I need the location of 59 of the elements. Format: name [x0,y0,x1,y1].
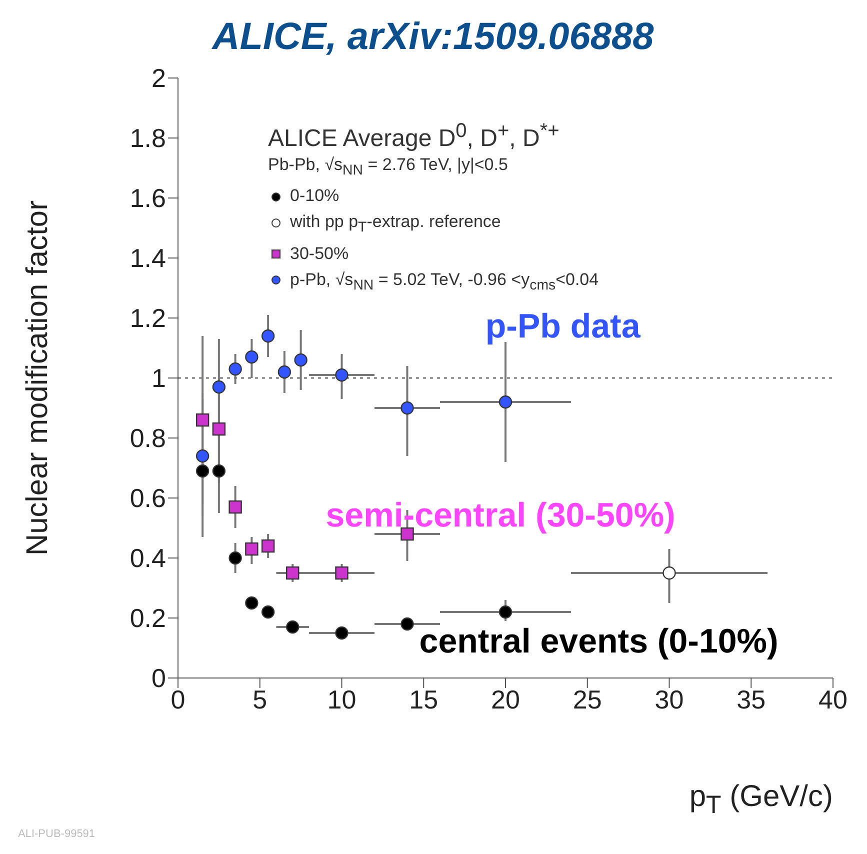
point [335,626,348,640]
point [261,539,275,553]
point [196,464,210,478]
x-tick-label: 20 [491,684,520,714]
y-tick-label: 0 [152,663,166,694]
legend-label: 30-50% [290,244,349,263]
y-tick-label: 0.2 [130,603,166,634]
point [196,413,210,427]
point [261,329,275,343]
point [286,620,300,634]
y-tick-label: 0.4 [130,543,166,574]
y-tick-label: 1 [152,363,166,394]
y-tick-label: 2 [152,63,166,94]
point [212,464,226,478]
point [400,401,414,415]
text: ALI-PUB-99591 [18,828,96,840]
point [245,542,258,556]
point [400,617,414,631]
x-axis-title: p$_{T}$ (GeV/c) [689,780,833,819]
point [294,353,308,367]
x-tick-label: 35 [736,684,766,714]
point [212,380,226,394]
point [245,350,258,364]
point [212,422,226,436]
y-tick-label: 0.8 [130,423,166,454]
point [335,566,348,580]
point [278,365,292,379]
annotation: central events (0-10%) [419,622,778,660]
point [228,362,242,376]
chart-title: ALICE, arXiv:1509.06888 [212,16,654,58]
point [228,551,242,565]
y-tick-label: 1.6 [130,183,166,214]
point [498,395,512,409]
legend-label: 0-10% [290,186,340,206]
point [196,449,210,463]
annotation: p-Pb data [485,308,640,346]
y-axis-title: Nuclear modification factor [21,200,54,556]
legend-label: with pp p$_{T}$-extrap. reference [290,212,501,236]
x-tick-label: 10 [327,684,356,714]
x-tick-label: 25 [572,684,602,714]
legend-label: p-Pb, √s$_{NN}$ = 5.02 TeV, -0.96 <y$_{cms}$<0.04 [290,270,599,294]
point [335,368,348,382]
y-tick-label: 0.6 [130,483,166,514]
x-tick-label: 15 [409,684,438,714]
y-tick-label: 1.8 [130,123,166,154]
point [228,500,242,514]
point [286,566,300,580]
point [261,605,275,619]
point [662,566,676,580]
point [498,605,512,619]
y-tick-label: 1.2 [130,303,166,334]
y-tick-label: 1.4 [130,243,166,274]
x-tick-label: 40 [818,684,848,714]
x-tick-label: 30 [654,684,684,714]
x-tick-label: 0 [170,684,186,714]
annotation: ALICE Average D$^{0}$, D$^{+}$, D$^{*+}$ [268,120,560,152]
x-tick-label: 5 [252,684,268,714]
legend-title: Pb-Pb, √s$_{NN}$ = 2.76 TeV, |y|<0.5 [268,155,508,178]
point [245,596,258,610]
